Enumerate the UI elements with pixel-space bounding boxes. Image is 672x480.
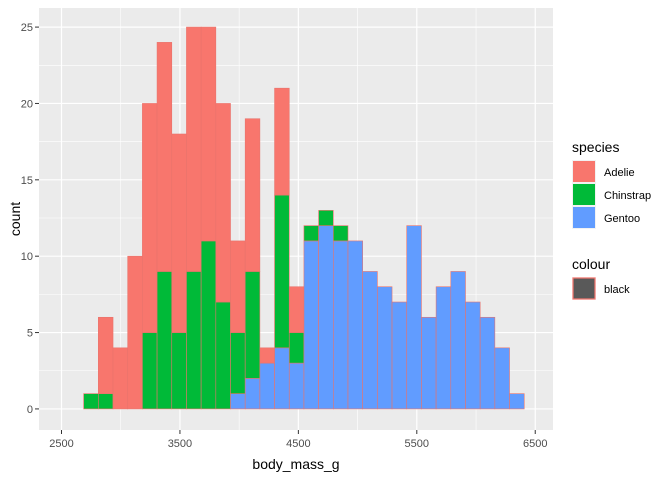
bar-chinstrap [156,271,173,410]
bar-chinstrap [333,225,349,242]
bar-gentoo [406,225,422,410]
legend-swatch-chinstrap [573,184,595,205]
y-tick-label: 0 [27,404,33,416]
x-tick-label: 5500 [405,438,429,450]
bar-adelie [274,87,290,196]
legend: species Adelie Chinstrap Gentoo colour black [572,139,651,300]
bar-chinstrap [230,332,246,394]
bar-adelie [112,347,129,410]
bar-gentoo [494,347,510,410]
bar-gentoo [362,271,378,410]
bar-chinstrap [215,301,231,410]
bar-gentoo [259,362,275,410]
bar-adelie [259,347,275,364]
x-axis-title: body_mass_g [252,456,339,472]
legend-title-species: species [572,139,619,155]
bar-chinstrap [186,271,202,410]
bar-gentoo [303,240,319,410]
bar-gentoo [435,286,452,410]
bar-chinstrap [98,393,114,410]
bar-gentoo [318,225,334,410]
bar-chinstrap [171,332,187,410]
histogram-bars [83,26,525,410]
bar-gentoo [333,240,349,410]
bar-adelie [142,103,158,333]
x-tick-label: 6500 [523,438,547,450]
legend-label-black: black [604,284,630,296]
bar-gentoo [509,393,525,410]
bar-gentoo [347,240,363,410]
bar-chinstrap [83,393,99,410]
x-tick-label: 4500 [286,438,310,450]
bar-gentoo [465,301,481,410]
bar-chinstrap [303,225,319,242]
bar-gentoo [244,378,261,410]
legend-label-adelie: Adelie [604,167,635,179]
bar-gentoo [421,316,437,410]
bar-gentoo [391,301,408,410]
bar-adelie [186,26,202,272]
bar-adelie [288,286,305,333]
bar-gentoo [230,393,246,410]
legend-swatch-black [572,277,596,300]
bar-chinstrap [274,194,290,349]
y-tick-label: 20 [21,98,33,110]
legend-label-chinstrap: Chinstrap [604,190,651,202]
x-tick-label: 2500 [49,438,73,450]
bar-adelie [215,103,231,303]
bar-adelie [230,240,246,333]
bar-gentoo [450,271,466,410]
legend-label-gentoo: Gentoo [604,213,640,225]
bar-chinstrap [318,210,334,226]
legend-swatch-adelie [573,161,595,182]
bar-gentoo [274,347,290,410]
axes: 2500 3500 4500 5500 6500 0 5 10 15 20 25 [21,22,548,450]
bar-adelie [98,316,114,394]
legend-swatch-gentoo [573,207,595,228]
y-tick-label: 25 [21,22,33,34]
bar-adelie [171,133,187,333]
y-tick-label: 15 [21,175,33,187]
bar-adelie [200,26,217,242]
bar-chinstrap [200,240,217,410]
bar-adelie [156,42,173,272]
bar-chinstrap [142,332,158,410]
bar-gentoo [377,286,393,410]
bar-adelie [244,118,261,272]
y-tick-label: 5 [27,328,33,340]
bar-adelie [127,255,143,410]
bar-chinstrap [244,271,261,379]
y-axis-title: count [7,202,23,236]
legend-title-colour: colour [572,256,610,272]
x-tick-label: 3500 [168,438,192,450]
bar-gentoo [479,316,496,410]
bar-chinstrap [288,332,305,364]
y-tick-label: 10 [21,251,33,263]
bar-gentoo [288,362,305,410]
